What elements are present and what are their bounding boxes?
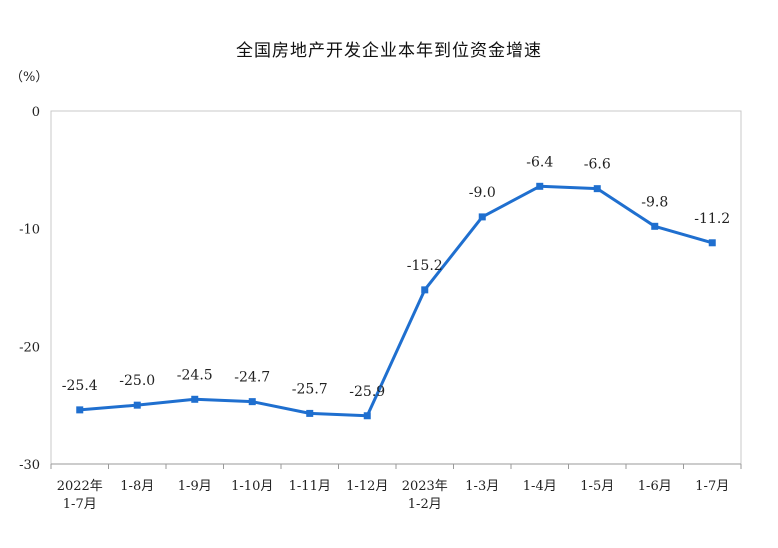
data-point [421,286,429,294]
data-label: -9.0 [469,185,496,201]
y-tick-label: -10 [19,223,40,238]
data-label: -6.4 [526,154,553,170]
data-point [708,239,716,247]
data-label: -9.8 [641,194,668,210]
data-label: -25.9 [349,384,385,400]
data-points [76,182,716,420]
data-label: -6.6 [584,157,611,173]
data-label: -24.7 [234,370,270,386]
x-tick-label: 1-11月 [289,479,331,494]
data-point [478,213,486,221]
y-axis-unit-label: （%） [10,70,48,85]
data-point [133,401,141,409]
x-tick-label: 1-7月 [695,479,729,494]
data-label: -11.2 [694,211,730,227]
y-tick-label: 0 [32,105,40,120]
chart-title: 全国房地产开发企业本年到位资金增速 [236,41,542,61]
data-point [306,409,314,417]
x-tick-group: 2022年 1-7月 1-8月 1-9月 1-10月 1-11月 1-12月 2023年 1-2… [50,464,742,512]
data-label: -25.0 [119,373,155,389]
data-labels: -25.4 -25.0 -24.5 -24.7 -25.7 -25.9 -15.2 -9.0 -… [62,154,730,399]
x-tick-label: 2023年 1-2月 [402,479,448,512]
data-point [536,182,544,190]
y-tick-labels: 0 -10 -20 -30 [19,105,40,473]
x-tick-label: 1-9月 [178,479,212,494]
data-label: -24.5 [177,367,213,383]
y-tick-label: -20 [19,340,40,355]
data-point [191,395,199,403]
data-point [651,222,659,230]
data-point [593,185,601,193]
plot-area [50,110,742,465]
y-tick-label: -30 [19,458,40,473]
x-tick-label: 1-3月 [465,479,499,494]
data-label: -25.7 [292,381,328,397]
data-label: -25.4 [62,378,98,394]
data-point [248,398,256,406]
x-tick-label: 1-12月 [346,479,388,494]
x-tick-label: 1-10月 [231,479,273,494]
data-point [363,412,371,420]
x-tick-label: 1-5月 [580,479,614,494]
series-line [79,184,713,418]
x-tick-label: 1-6月 [638,479,672,494]
x-tick-label: 1-8月 [120,479,154,494]
data-label: -15.2 [407,258,443,274]
x-tick-label: 2022年 1-7月 [57,479,103,512]
data-point [76,406,84,414]
x-tick-label: 1-4月 [523,479,557,494]
